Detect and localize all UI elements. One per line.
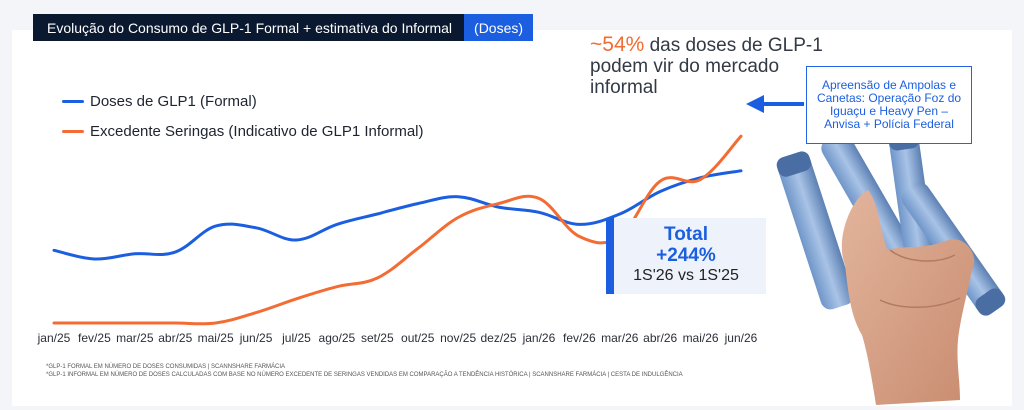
- chart-legend: Doses de GLP1 (Formal) Excedente Seringa…: [62, 86, 424, 146]
- x-tick-label: fev/25: [78, 331, 111, 345]
- x-tick-label: abr/26: [643, 331, 677, 345]
- x-tick-label: mar/26: [601, 331, 639, 345]
- legend-label-formal: Doses de GLP1 (Formal): [90, 92, 257, 110]
- legend-swatch-informal: [62, 129, 84, 133]
- hand-holding-pens-icon: [776, 130, 1006, 405]
- footnote-formal: *GLP-1 FORMAL EM NÚMERO DE DOSES CONSUMI…: [46, 364, 286, 370]
- legend-swatch-formal: [62, 99, 84, 103]
- x-tick-label: mar/25: [116, 331, 154, 345]
- total-accent-bar: [606, 218, 614, 294]
- x-tick-label: mai/26: [683, 331, 719, 345]
- total-label: Total: [664, 224, 708, 245]
- x-tick-label: jun/25: [239, 331, 273, 345]
- total-value: +244%: [656, 245, 716, 266]
- informal-share-callout: ~54% das doses de GLP-1 podem vir do mer…: [590, 34, 830, 98]
- x-tick-label: fev/26: [563, 331, 596, 345]
- seizure-note-box: Apreensão de Ampolas e Canetas: Operação…: [806, 66, 972, 144]
- x-tick-label: out/25: [401, 331, 435, 345]
- chart-title: Evolução do Consumo de GLP-1 Formal + es…: [33, 14, 465, 41]
- x-tick-label: jun/26: [724, 331, 758, 345]
- x-tick-label: jan/25: [37, 331, 71, 345]
- x-tick-label: nov/25: [440, 331, 476, 345]
- legend-item-formal: Doses de GLP1 (Formal): [62, 86, 424, 116]
- informal-share-percent: ~54%: [590, 33, 645, 56]
- x-tick-label: jul/25: [281, 331, 311, 345]
- x-tick-label: jan/26: [522, 331, 556, 345]
- series-line-formal: [52, 169, 743, 261]
- seizure-arrow: [746, 95, 804, 113]
- legend-label-informal: Excedente Seringas (Indicativo de GLP1 I…: [90, 122, 424, 140]
- x-tick-label: abr/25: [158, 331, 192, 345]
- footnote-informal: *GLP-1 INFORMAL EM NÚMERO DE DOSES CALCU…: [46, 372, 683, 378]
- informal-share-text: das doses de GLP-1 podem vir do mercado …: [590, 35, 823, 98]
- footnotes: *GLP-1 FORMAL EM NÚMERO DE DOSES CONSUMI…: [46, 363, 683, 379]
- total-growth-box: Total +244% 1S'26 vs 1S'25: [606, 218, 766, 294]
- x-tick-label: mai/25: [198, 331, 234, 345]
- chart-unit-badge: (Doses): [464, 14, 534, 41]
- x-tick-label: set/25: [361, 331, 394, 345]
- total-comparison: 1S'26 vs 1S'25: [633, 267, 739, 284]
- x-tick-label: dez/25: [481, 331, 517, 345]
- seizure-note-text: Apreensão de Ampolas e Canetas: Operação…: [816, 78, 962, 131]
- chart-title-bar: Evolução do Consumo de GLP-1 Formal + es…: [33, 14, 534, 41]
- legend-item-informal: Excedente Seringas (Indicativo de GLP1 I…: [62, 116, 424, 146]
- x-tick-label: ago/25: [319, 331, 356, 345]
